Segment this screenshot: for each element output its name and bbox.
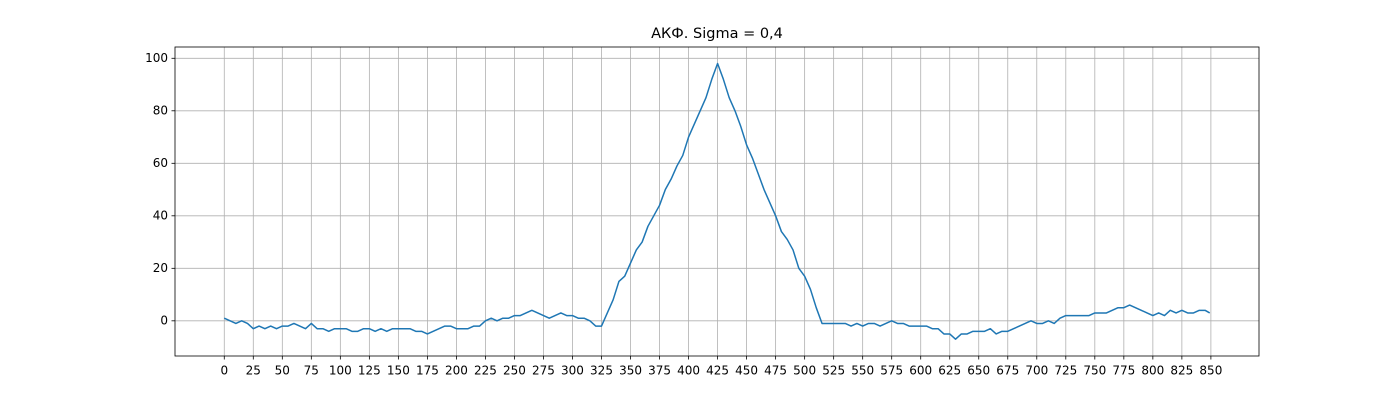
y-tick-label: 100	[145, 51, 168, 65]
x-tick-label: 425	[706, 364, 729, 378]
x-tick-label: 175	[416, 364, 439, 378]
x-tick-label: 350	[619, 364, 642, 378]
x-tick-label: 675	[996, 364, 1019, 378]
x-tick-label: 825	[1170, 364, 1193, 378]
x-tick-label: 750	[1083, 364, 1106, 378]
x-tick-label: 400	[677, 364, 700, 378]
x-tick-label: 375	[648, 364, 671, 378]
x-tick-label: 500	[793, 364, 816, 378]
x-tick-label: 850	[1199, 364, 1222, 378]
x-tick-label: 575	[880, 364, 903, 378]
x-tick-label: 450	[735, 364, 758, 378]
y-tick-label: 60	[153, 156, 168, 170]
y-tick-label: 40	[153, 208, 168, 222]
x-tick-label: 150	[387, 364, 410, 378]
x-tick-label: 475	[764, 364, 787, 378]
x-tick-label: 325	[590, 364, 613, 378]
x-tick-label: 125	[358, 364, 381, 378]
x-tick-label: 550	[851, 364, 874, 378]
chart-title: АКФ. Sigma = 0,4	[651, 26, 783, 42]
x-tick-label: 25	[246, 364, 261, 378]
x-tick-label: 625	[938, 364, 961, 378]
x-tick-label: 275	[532, 364, 555, 378]
x-tick-label: 300	[561, 364, 584, 378]
x-tick-label: 100	[329, 364, 352, 378]
x-tick-label: 225	[474, 364, 497, 378]
x-tick-label: 0	[220, 364, 228, 378]
x-tick-label: 75	[304, 364, 319, 378]
plot-frame	[174, 46, 1260, 357]
x-tick-label: 800	[1141, 364, 1164, 378]
data-line	[223, 62, 1211, 340]
x-tick-label: 775	[1112, 364, 1135, 378]
x-tick-label: 50	[275, 364, 290, 378]
x-tick-label: 200	[445, 364, 468, 378]
x-tick-label: 650	[967, 364, 990, 378]
x-tick-label: 600	[909, 364, 932, 378]
x-tick-label: 250	[503, 364, 526, 378]
x-tick-label: 700	[1025, 364, 1048, 378]
x-tick-label: 525	[822, 364, 845, 378]
y-tick-label: 20	[153, 261, 168, 275]
y-tick-label: 0	[160, 313, 168, 327]
y-tick-label: 80	[153, 103, 168, 117]
x-tick-label: 725	[1054, 364, 1077, 378]
